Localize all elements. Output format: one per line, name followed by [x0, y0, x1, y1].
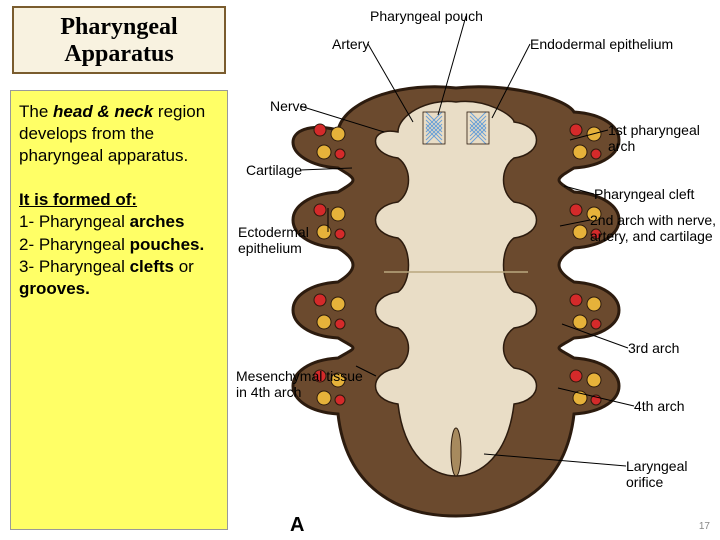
page-number: 17 [699, 521, 710, 532]
paragraph-intro: The head & neck region develops from the… [19, 101, 219, 167]
p1-bold: head & neck [53, 102, 153, 121]
diagram-label: Pharyngeal cleft [594, 186, 694, 202]
diagram-label: 2nd arch with nerve, artery, and cartila… [590, 212, 718, 244]
diagram-label: Nerve [270, 98, 307, 114]
item-2: 2- Pharyngeal pouches. [19, 234, 219, 256]
item-1: 1- Pharyngeal arches [19, 211, 219, 233]
panel-letter: A [290, 514, 304, 537]
slide-root: Pharyngeal Apparatus The head & neck reg… [0, 0, 720, 540]
diagram-label: 4th arch [634, 398, 685, 414]
slide-title: Pharyngeal Apparatus [60, 14, 177, 67]
diagram-label: Ectodermal epithelium [238, 224, 328, 256]
diagram-label: Pharyngeal pouch [370, 8, 483, 24]
diagram-label: Endodermal epithelium [530, 36, 673, 52]
diagram-label: Laryngeal orifice [626, 458, 706, 490]
title-box: Pharyngeal Apparatus [12, 6, 226, 74]
content-text-box: The head & neck region develops from the… [10, 90, 228, 530]
diagram-label: Mesenchymal tissue in 4th arch [236, 368, 376, 400]
diagram-label: 1st pharyngeal arch [608, 122, 718, 154]
heading-formed-of: It is formed of: [19, 189, 219, 211]
diagram-label: Cartilage [246, 162, 302, 178]
diagram-label: Artery [332, 36, 369, 52]
diagram-area: Pharyngeal pouchArtery Nerve Cartilage Ecto… [230, 0, 720, 540]
item-3: 3- Pharyngeal clefts or grooves. [19, 256, 219, 300]
diagram-label: 3rd arch [628, 340, 679, 356]
p1-pre: The [19, 102, 53, 121]
